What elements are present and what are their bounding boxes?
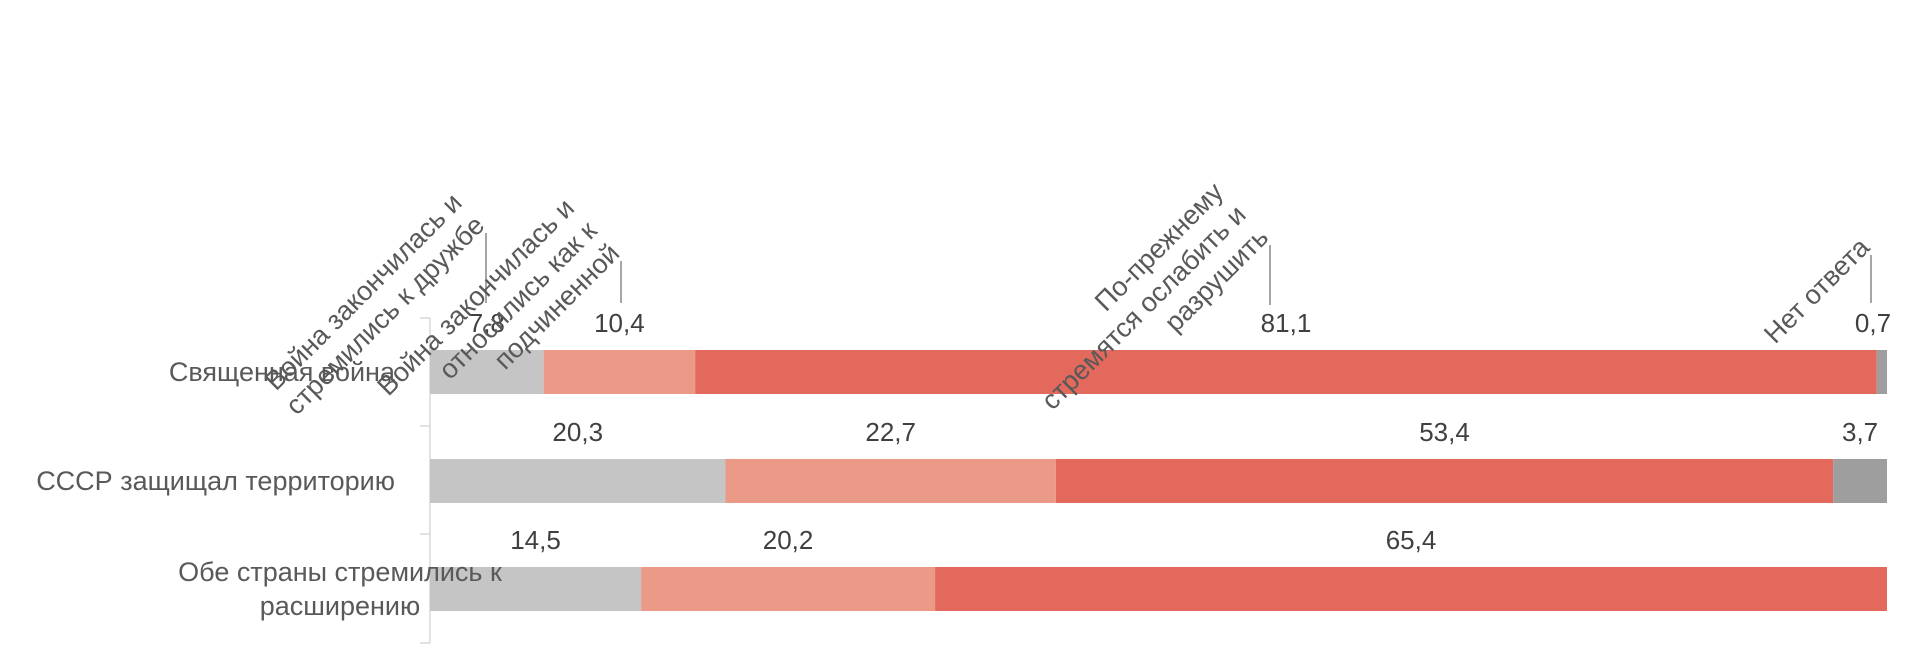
value-label-1-1: 7,8: [469, 308, 505, 338]
bar-segment-2-3: [1055, 459, 1834, 503]
bar-segment-1-2: [543, 350, 696, 394]
bar-segment-1-4: [1876, 350, 1887, 394]
category-label-3: Обе страны стремились к расширению: [178, 557, 502, 621]
bar-segment-3-2: [641, 567, 936, 611]
value-label-1-3: 81,1: [1261, 308, 1312, 338]
value-label-2-3: 53,4: [1419, 417, 1470, 447]
bar-segment-2-2: [725, 459, 1056, 503]
value-label-3-2: 20,2: [763, 525, 814, 555]
category-label-1: Священная война: [169, 357, 396, 387]
value-label-2-4: 3,7: [1842, 417, 1878, 447]
legend-entry-3: По-прежнемустремятся ослабить иразрушить: [1013, 176, 1275, 438]
bars-layer: [430, 350, 1887, 611]
legend-layer: Война закончилась истремились к дружбеВо…: [259, 176, 1876, 438]
bar-segment-1-3: [695, 350, 1877, 394]
value-label-1-2: 10,4: [594, 308, 645, 338]
value-label-2-1: 20,3: [552, 417, 603, 447]
bar-segment-2-4: [1833, 459, 1887, 503]
legend-label-3: По-прежнемустремятся ослабить иразрушить: [1013, 176, 1275, 438]
value-labels-layer: 7,8 10,4 81,1 0,7 20,3 22,7 53,4 3,7 14,5 20,2 65,…: [469, 308, 1891, 555]
category-labels-layer: Священная война СССР защищал территорию Об…: [36, 357, 502, 621]
value-label-2-2: 22,7: [865, 417, 916, 447]
bar-segment-3-3: [935, 567, 1887, 611]
value-label-1-4: 0,7: [1855, 308, 1891, 338]
bar-segment-3-1: [430, 567, 642, 611]
value-label-3-1: 14,5: [510, 525, 561, 555]
category-label-2: СССР защищал территорию: [36, 466, 395, 496]
bar-segment-1-1: [430, 350, 544, 394]
bar-segment-2-1: [430, 459, 726, 503]
value-label-3-3: 65,4: [1386, 525, 1437, 555]
